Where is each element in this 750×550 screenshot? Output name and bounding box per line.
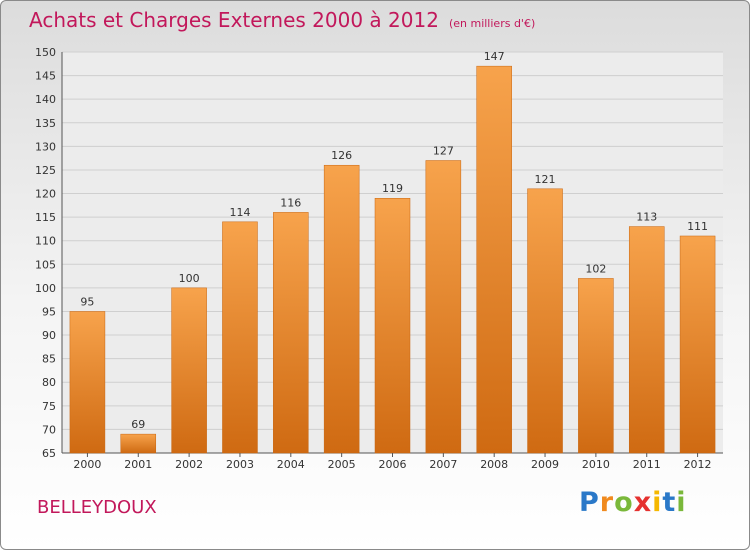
y-tick-label: 140 xyxy=(35,93,56,106)
title-text: Achats et Charges Externes 2000 à 2012 xyxy=(29,8,439,32)
y-tick-label: 90 xyxy=(42,329,56,342)
logo-letter: x xyxy=(633,487,653,518)
bar-2001 xyxy=(120,433,157,454)
x-tick-label-2011: 2011 xyxy=(633,458,661,471)
y-tick-label: 110 xyxy=(35,235,56,248)
value-label-2010: 102 xyxy=(585,262,606,275)
value-label-2006: 119 xyxy=(382,182,403,195)
commune-name: BELLEYDOUX xyxy=(37,497,157,518)
y-tick-label: 80 xyxy=(42,376,56,389)
bar-2003 xyxy=(222,221,258,454)
x-tick-label-2005: 2005 xyxy=(328,458,356,471)
bar-2007 xyxy=(425,160,462,454)
value-label-2000: 95 xyxy=(80,295,94,308)
bar-2002 xyxy=(171,287,207,454)
y-tick-label: 75 xyxy=(42,400,56,413)
chart-title: Achats et Charges Externes 2000 à 2012 (e… xyxy=(29,8,535,32)
y-tick-label: 150 xyxy=(35,46,56,59)
bar-2006 xyxy=(374,197,411,454)
x-tick-label-2004: 2004 xyxy=(277,458,305,471)
value-label-2012: 111 xyxy=(687,220,708,233)
bar-2012 xyxy=(679,235,716,454)
y-tick-label: 130 xyxy=(35,140,56,153)
bar-2004 xyxy=(273,212,309,454)
x-tick-label-2007: 2007 xyxy=(429,458,457,471)
y-tick-label: 70 xyxy=(42,423,56,436)
y-tick-label: 105 xyxy=(35,258,56,271)
logo-letter: i xyxy=(676,487,687,518)
x-tick-label-2006: 2006 xyxy=(379,458,407,471)
value-label-2004: 116 xyxy=(280,196,301,209)
logo-letter: t xyxy=(662,487,677,518)
x-tick-label-2003: 2003 xyxy=(226,458,254,471)
y-tick-label: 145 xyxy=(35,70,56,83)
x-tick-label-2012: 2012 xyxy=(684,458,712,471)
bar-2000 xyxy=(69,311,106,454)
value-label-2003: 114 xyxy=(229,206,250,219)
logo-letter: r xyxy=(599,487,615,518)
bar-2005 xyxy=(323,164,360,454)
value-label-2001: 69 xyxy=(131,418,145,431)
y-tick-label: 95 xyxy=(42,305,56,318)
y-tick-label: 85 xyxy=(42,353,56,366)
bar-2009 xyxy=(527,188,563,454)
value-label-2005: 126 xyxy=(331,149,352,162)
y-tick-label: 65 xyxy=(42,447,56,460)
value-label-2011: 113 xyxy=(636,211,657,224)
bar-2010 xyxy=(578,278,614,454)
logo-letter: o xyxy=(614,487,634,518)
x-tick-label-2000: 2000 xyxy=(73,458,101,471)
value-label-2007: 127 xyxy=(433,145,454,158)
logo-letter: P xyxy=(579,487,600,518)
bar-2011 xyxy=(628,226,665,454)
y-tick-label: 100 xyxy=(35,282,56,295)
y-tick-label: 120 xyxy=(35,188,56,201)
value-label-2002: 100 xyxy=(179,272,200,285)
value-label-2008: 147 xyxy=(484,50,505,63)
bar-2008 xyxy=(476,65,512,454)
y-tick-label: 125 xyxy=(35,164,56,177)
unit-note: (en milliers d'€) xyxy=(448,17,536,30)
value-label-2009: 121 xyxy=(535,173,556,186)
logo-letter: i xyxy=(652,487,663,518)
proxiti-logo: Proxiti xyxy=(579,487,687,518)
x-tick-label-2008: 2008 xyxy=(480,458,508,471)
x-tick-label-2001: 2001 xyxy=(124,458,152,471)
x-tick-label-2002: 2002 xyxy=(175,458,203,471)
y-tick-label: 135 xyxy=(35,117,56,130)
x-tick-label-2010: 2010 xyxy=(582,458,610,471)
x-tick-label-2009: 2009 xyxy=(531,458,559,471)
y-tick-label: 115 xyxy=(35,211,56,224)
